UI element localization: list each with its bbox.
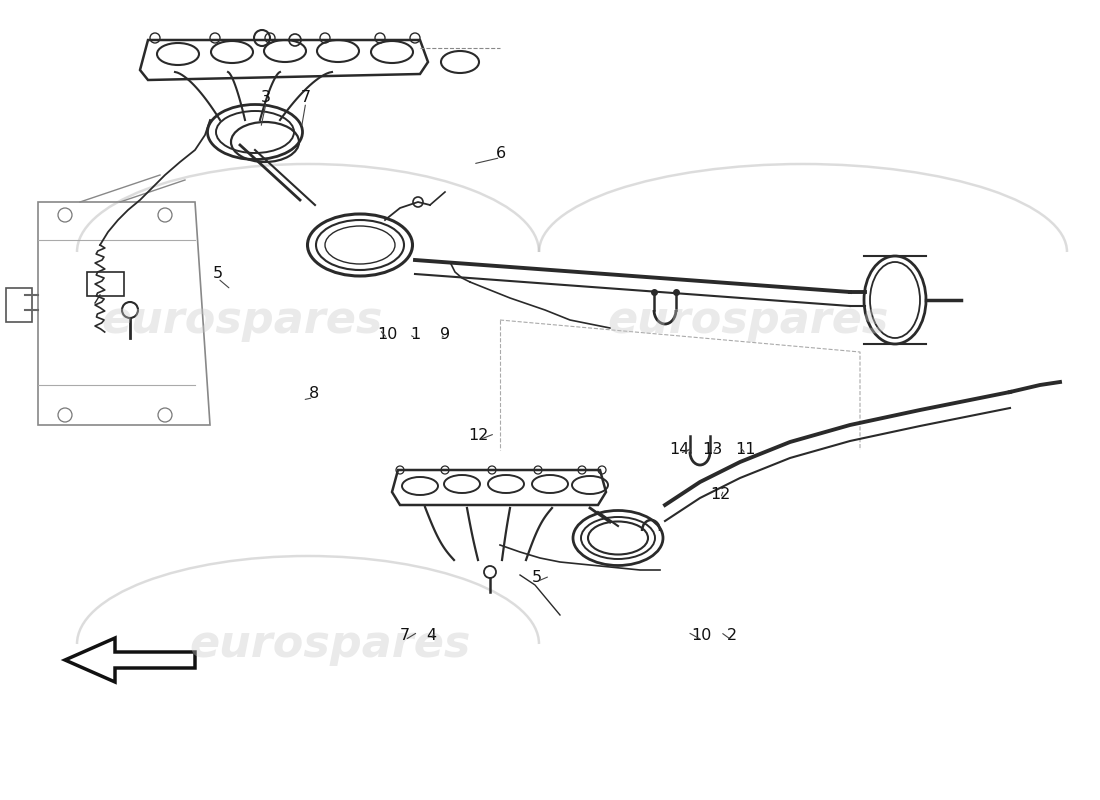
Text: 6: 6 bbox=[495, 146, 506, 161]
Text: 7: 7 bbox=[300, 90, 311, 105]
Text: 10: 10 bbox=[692, 629, 712, 643]
Text: 5: 5 bbox=[531, 570, 542, 585]
Text: eurospares: eurospares bbox=[189, 622, 471, 666]
Text: 7: 7 bbox=[399, 629, 410, 643]
Text: 1: 1 bbox=[410, 327, 421, 342]
Text: 12: 12 bbox=[711, 487, 730, 502]
Text: 3: 3 bbox=[261, 90, 272, 105]
Text: 12: 12 bbox=[469, 429, 488, 443]
Text: 4: 4 bbox=[426, 629, 437, 643]
Text: 9: 9 bbox=[440, 327, 451, 342]
Text: eurospares: eurospares bbox=[101, 298, 383, 342]
Text: 10: 10 bbox=[377, 327, 397, 342]
Text: 13: 13 bbox=[703, 442, 723, 457]
Text: 14: 14 bbox=[670, 442, 690, 457]
Text: eurospares: eurospares bbox=[607, 298, 889, 342]
Text: 11: 11 bbox=[736, 442, 756, 457]
Text: 2: 2 bbox=[726, 629, 737, 643]
Text: 8: 8 bbox=[308, 386, 319, 401]
Text: 5: 5 bbox=[212, 266, 223, 281]
Polygon shape bbox=[65, 638, 195, 682]
